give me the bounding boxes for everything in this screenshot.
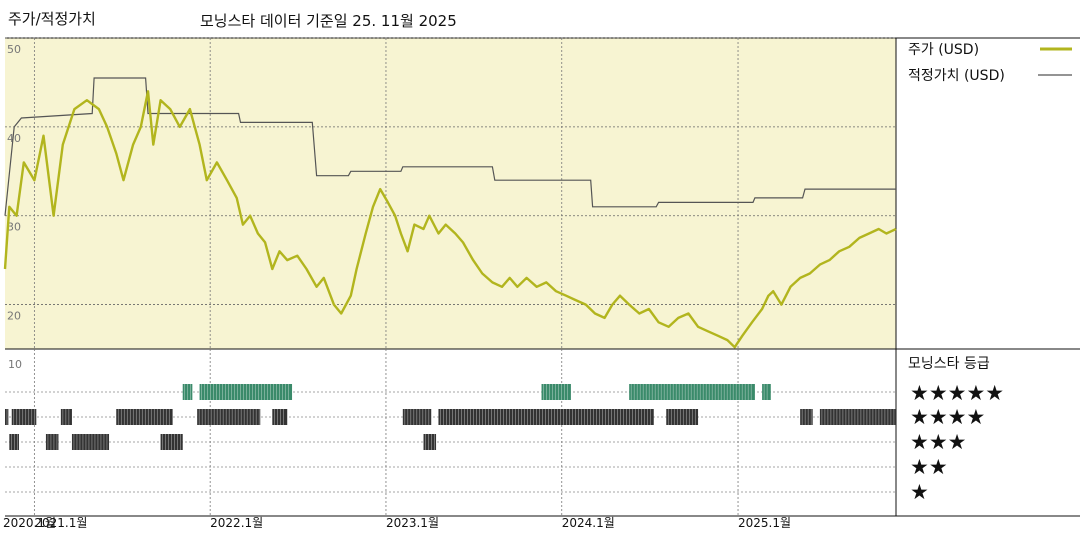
fair-value-series	[4, 77, 896, 216]
rating-1-star: ★	[910, 480, 929, 504]
rating-bar-4-star-6	[11, 409, 37, 425]
fair-value-line	[4, 77, 896, 216]
chart-subtitle: 모닝스타 데이터 기준일 25. 11월 2025	[200, 12, 457, 30]
rating-bar-4-star-15	[819, 409, 896, 425]
rating-bar-fill	[438, 409, 654, 425]
rating-bar-fill	[11, 409, 37, 425]
chart-title: 주가/적정가치	[8, 10, 96, 28]
rating-bar-4-star-14	[800, 409, 813, 425]
rating-bar-4-star-5	[5, 409, 9, 425]
y-tick-label-30: 30	[7, 221, 21, 234]
rating-bar-4-star-7	[60, 409, 72, 425]
rating-bar-5-star-0	[182, 384, 193, 400]
legend-fair-label: 적정가치 (USD)	[908, 68, 1005, 84]
rating-bar-fill	[5, 409, 9, 425]
y-tick-labels: 20 30 40 50	[7, 43, 21, 323]
legend: 주가 (USD) 적정가치 (USD)	[908, 42, 1072, 84]
rating-bar-fill	[45, 434, 59, 450]
rating-bar-4-star-8	[116, 409, 173, 425]
rating-bar-3-star-17	[45, 434, 59, 450]
rating-bar-4-star-12	[438, 409, 654, 425]
rating-bar-fill	[423, 434, 437, 450]
rating-bar-fill	[197, 409, 261, 425]
x-tick-label-1: 2021.1월	[34, 516, 87, 530]
rating-bar-3-star-16	[9, 434, 19, 450]
x-tick-label-4: 2024.1월	[562, 516, 615, 530]
rating-legend: 모닝스타 등급 ★★★★★ ★★★★ ★★★ ★★ ★	[908, 356, 1004, 504]
rating-bar-fill	[60, 409, 72, 425]
rating-bar-4-star-10	[272, 409, 288, 425]
rating-4-stars: ★★★★	[910, 405, 985, 429]
rating-bar-5-star-2	[541, 384, 571, 400]
rating-bar-3-star-20	[423, 434, 437, 450]
rating-bar-5-star-1	[199, 384, 293, 400]
rating-3-stars: ★★★	[910, 430, 966, 454]
rating-bar-fill	[762, 384, 771, 400]
y-tick-label-50: 50	[7, 43, 21, 56]
rating-bar-fill	[800, 409, 813, 425]
rating-panel-title: 모닝스타 등급	[908, 356, 990, 372]
rating-bar-4-star-13	[666, 409, 699, 425]
rating-bar-5-star-4	[762, 384, 771, 400]
price-line	[3, 90, 897, 349]
rating-bar-fill	[116, 409, 173, 425]
rating-bars	[5, 384, 896, 450]
rating-bar-5-star-3	[629, 384, 755, 400]
x-tick-label-2: 2022.1월	[210, 516, 263, 530]
rating-bar-3-star-19	[160, 434, 183, 450]
legend-price-label: 주가 (USD)	[908, 42, 979, 58]
rating-bar-4-star-9	[197, 409, 261, 425]
rating-bar-3-star-18	[71, 434, 110, 450]
y-tick-label-40: 40	[7, 132, 21, 145]
rating-axis-label: 10	[8, 358, 22, 371]
rating-bar-fill	[541, 384, 571, 400]
price-panel-background	[5, 38, 896, 349]
rating-2-stars: ★★	[910, 455, 948, 479]
x-tick-label-3: 2023.1월	[386, 516, 439, 530]
y-tick-label-20: 20	[7, 310, 21, 323]
rating-grid-layer	[5, 349, 896, 516]
rating-bar-fill	[71, 434, 110, 450]
price-series	[3, 90, 897, 349]
x-tick-label-0: 2020.1월	[3, 516, 56, 530]
rating-bar-fill	[629, 384, 755, 400]
grid-layer	[5, 37, 896, 349]
x-tick-label-5: 2025.1월	[738, 516, 791, 530]
rating-5-stars: ★★★★★	[910, 381, 1004, 405]
rating-bar-4-star-11	[402, 409, 432, 425]
